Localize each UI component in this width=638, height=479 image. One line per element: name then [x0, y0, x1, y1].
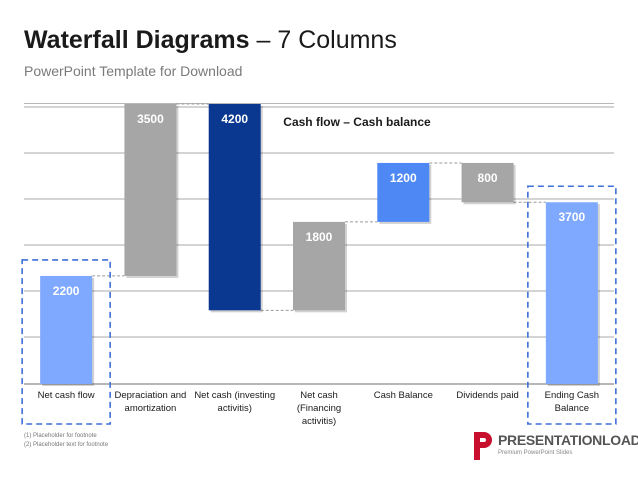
category-label-4: Cash Balance [374, 390, 433, 401]
bar-6 [545, 202, 598, 384]
bar-label-0: 2200 [53, 284, 80, 298]
bar-label-5: 800 [478, 171, 498, 185]
bar-label-4: 1200 [390, 171, 417, 185]
bar-label-3: 1800 [306, 230, 333, 244]
bar-label-6: 3700 [559, 210, 586, 224]
page-title: Waterfall Diagrams – 7 Columns [24, 26, 397, 54]
title-divider [24, 103, 614, 104]
bar-3 [293, 221, 345, 311]
logo-tagline: Premium PowerPoint Slides [498, 450, 573, 456]
category-label-1: Depraciation and amortization [115, 390, 187, 414]
chart-title: Cash flow – Cash balance [283, 115, 431, 129]
footnote-1: (1) Placeholder for footnote [24, 433, 97, 439]
page-subtitle: PowerPoint Template for Download [24, 63, 243, 79]
category-label-0: Net cash flow [38, 390, 95, 401]
presentationload-logo: PRESENTATIONLOAD® Premium PowerPoint Sli… [472, 430, 638, 464]
bar-0 [40, 275, 93, 384]
category-label-6: Ending Cash Balance [545, 390, 599, 414]
highlight-box-0 [21, 259, 111, 425]
bar-5 [461, 162, 514, 203]
bar-4 [377, 162, 430, 222]
bar-label-1: 3500 [137, 112, 164, 126]
footnotes: (1) Placeholder for footnote (2) Placeho… [24, 432, 108, 450]
footnote-2: (2) Placeholder text for footnote [24, 442, 109, 448]
bar-label-2: 4200 [221, 112, 248, 126]
bar-1 [124, 104, 177, 276]
highlight-box-1 [527, 185, 617, 425]
category-label-2: Net cash (investing activitis) [194, 390, 275, 414]
logo-p-icon [474, 432, 492, 460]
category-label-5: Dividends paid [456, 390, 518, 401]
logo-wordmark: PRESENTATIONLOAD® [498, 432, 638, 448]
category-label-3: Net cash (Financing activitis) [297, 390, 341, 427]
bar-2 [208, 104, 261, 311]
